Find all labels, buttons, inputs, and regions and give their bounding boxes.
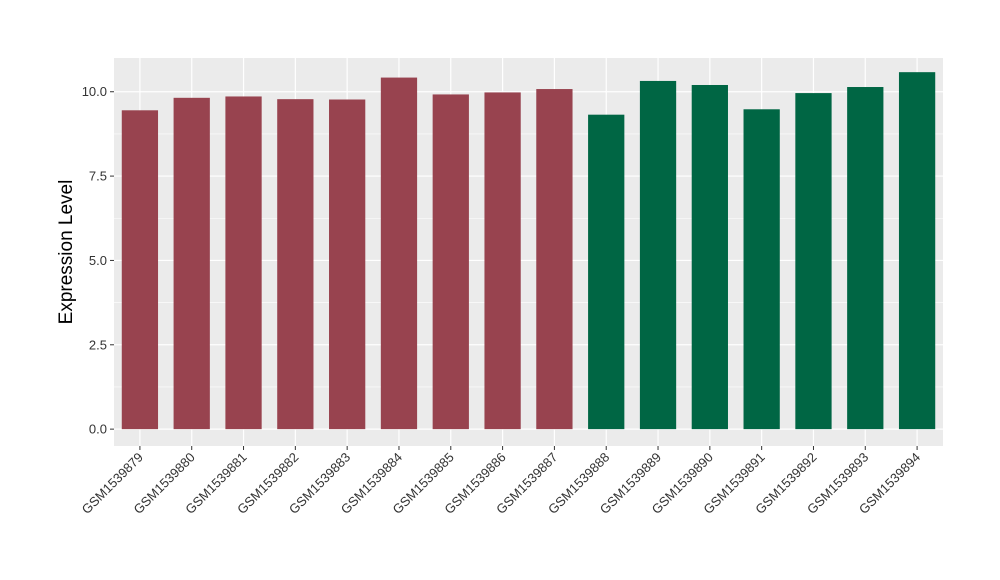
bar-GSM1539888: [588, 114, 625, 430]
bar-GSM1539882: [277, 99, 314, 430]
bar-GSM1539893: [847, 87, 884, 430]
bar-GSM1539881: [225, 96, 262, 430]
bar-GSM1539889: [639, 80, 677, 430]
bar-GSM1539880: [173, 97, 210, 430]
bar-GSM1539884: [380, 77, 418, 430]
y-tick-label: 10.0: [82, 84, 107, 99]
bar-GSM1539894: [898, 72, 936, 430]
bar-GSM1539885: [432, 94, 469, 430]
y-tick-label: 2.5: [89, 337, 107, 352]
y-axis: 0.0 2.5 5.0 7.5 10.0: [82, 84, 114, 437]
bars-group: [121, 72, 936, 430]
y-tick-label: 5.0: [89, 253, 107, 268]
bar-GSM1539886: [484, 92, 521, 430]
x-axis: GSM1539879GSM1539880GSM1539881GSM1539882…: [79, 446, 923, 517]
bar-GSM1539887: [536, 89, 573, 430]
bar-GSM1539890: [691, 84, 728, 430]
y-axis-title: Expression Level: [56, 180, 77, 325]
bar-GSM1539879: [121, 110, 159, 430]
y-tick-label: 7.5: [89, 169, 107, 184]
bar-GSM1539883: [329, 99, 366, 430]
y-tick-label: 0.0: [89, 422, 107, 437]
bar-GSM1539891: [743, 109, 780, 430]
bar-GSM1539892: [795, 93, 832, 430]
